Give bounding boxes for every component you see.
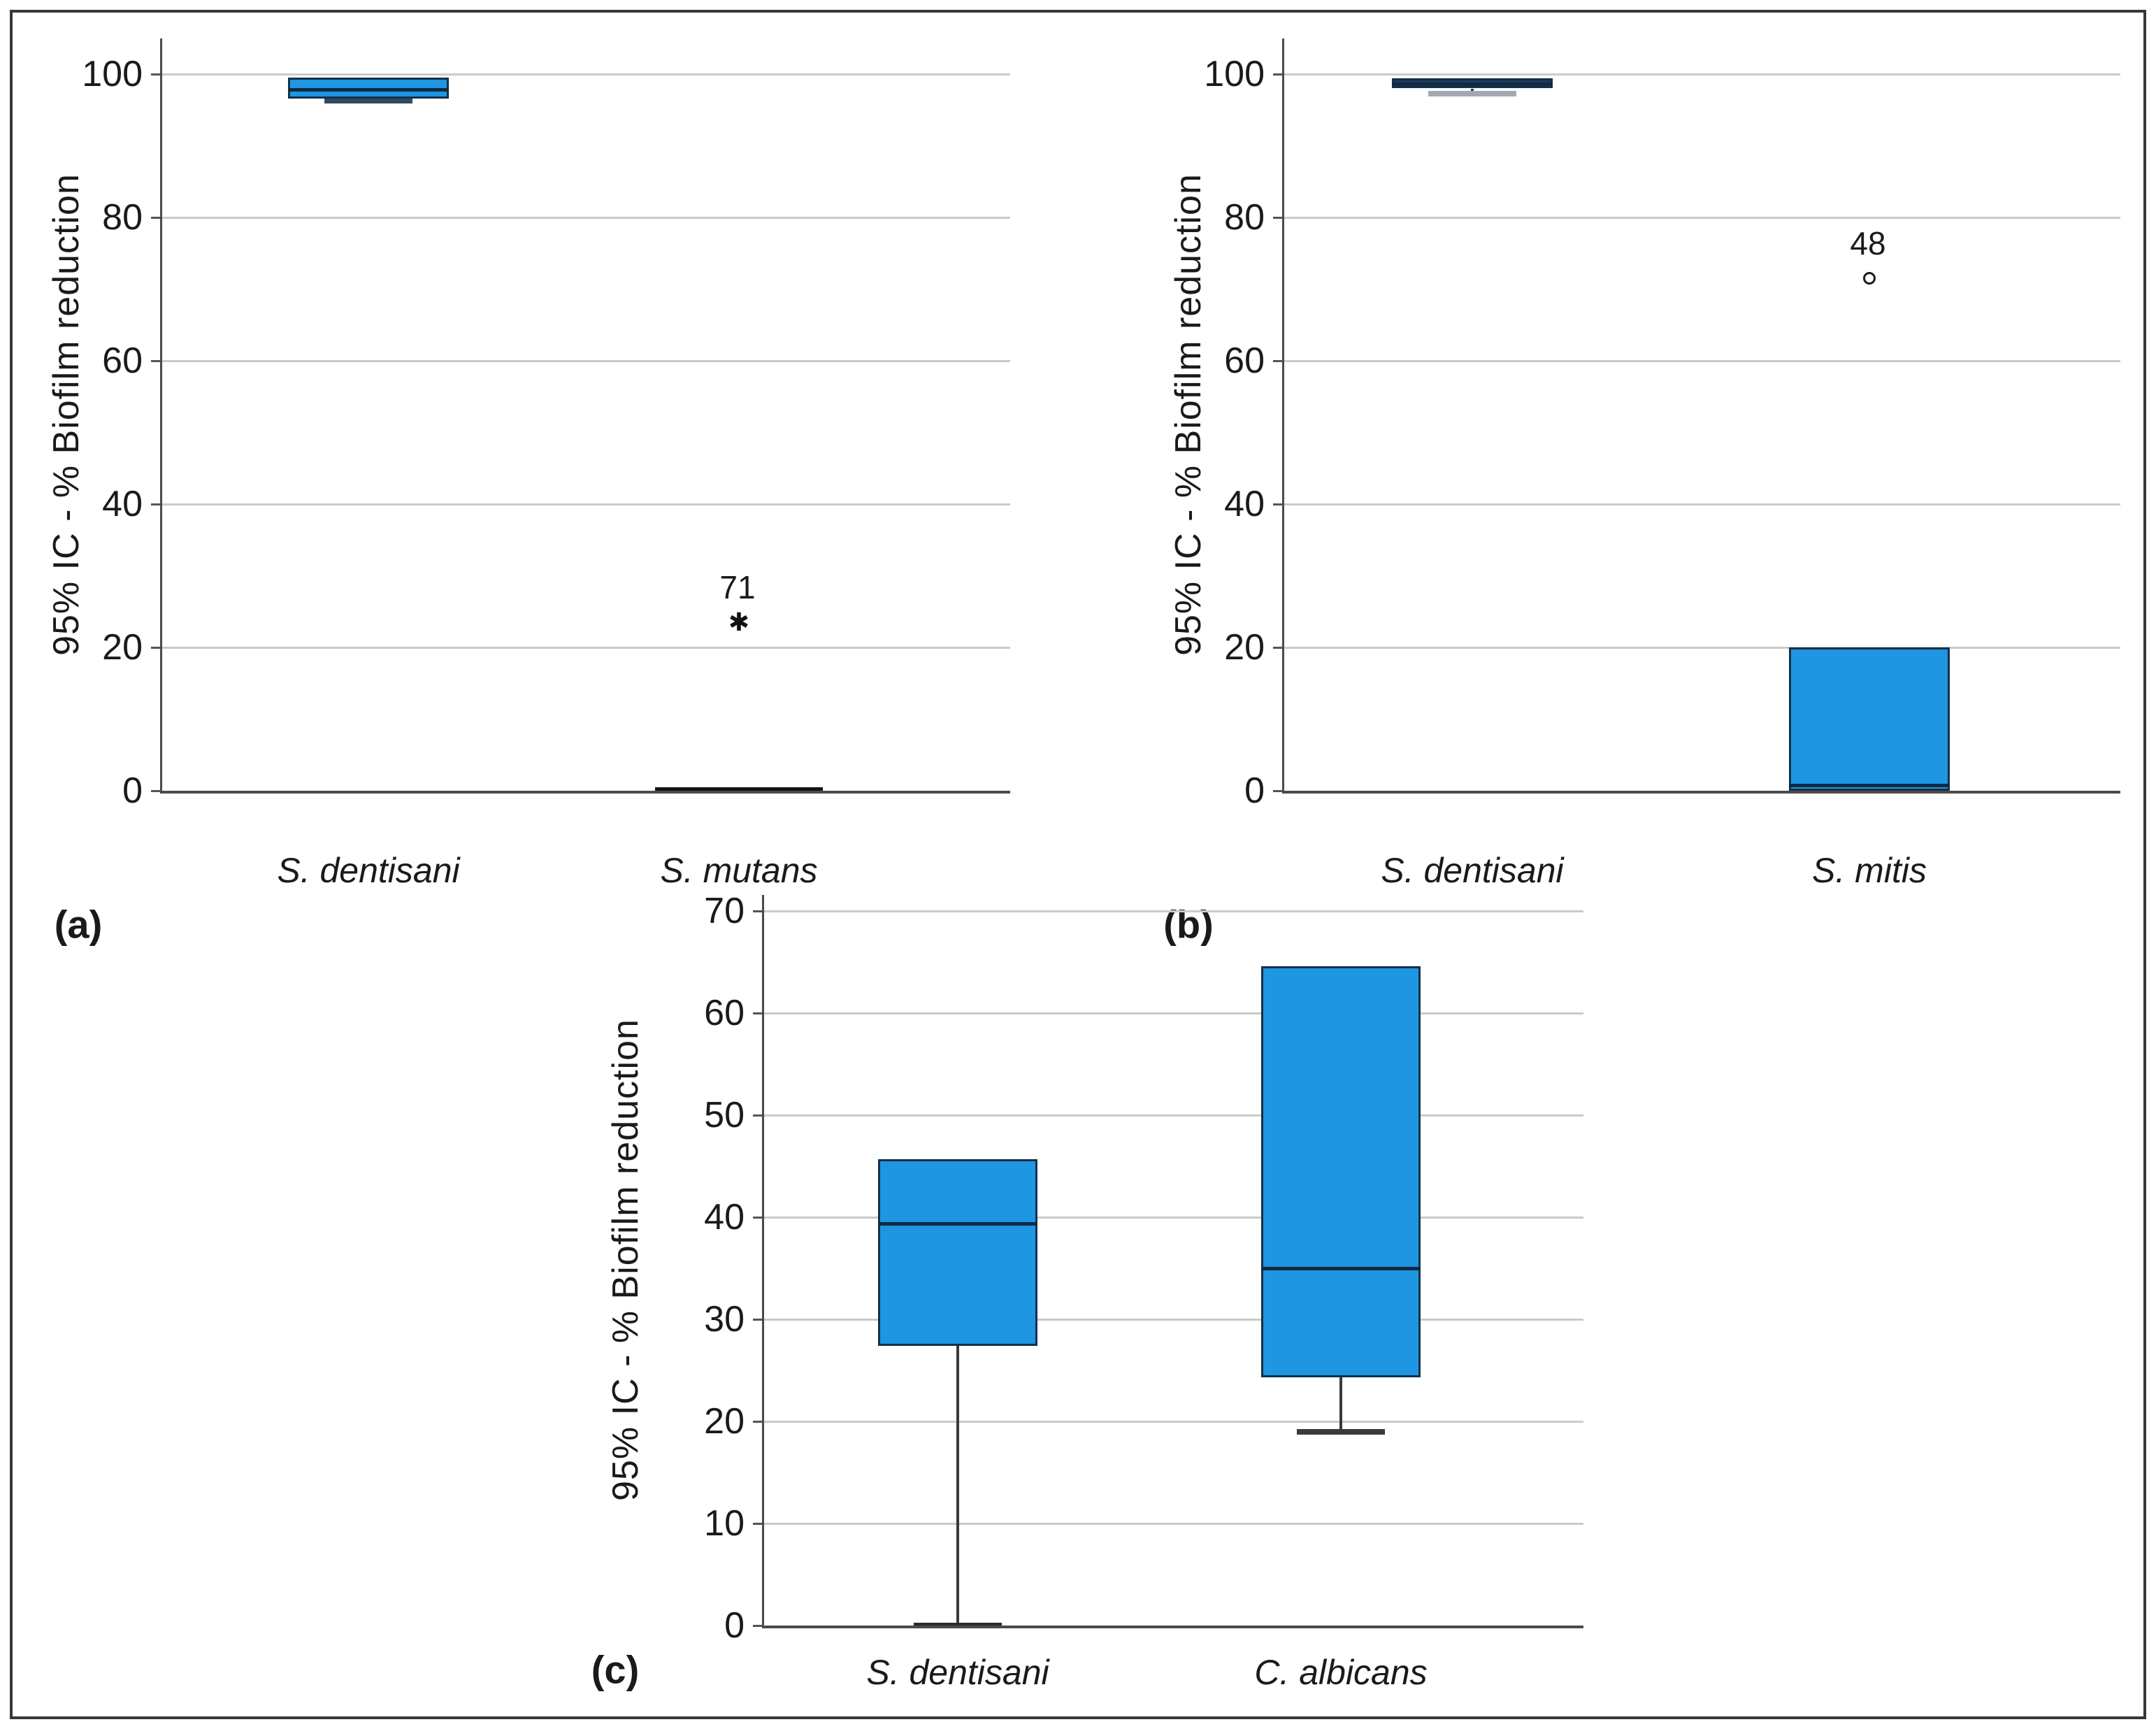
figure-border [10,10,2146,1719]
